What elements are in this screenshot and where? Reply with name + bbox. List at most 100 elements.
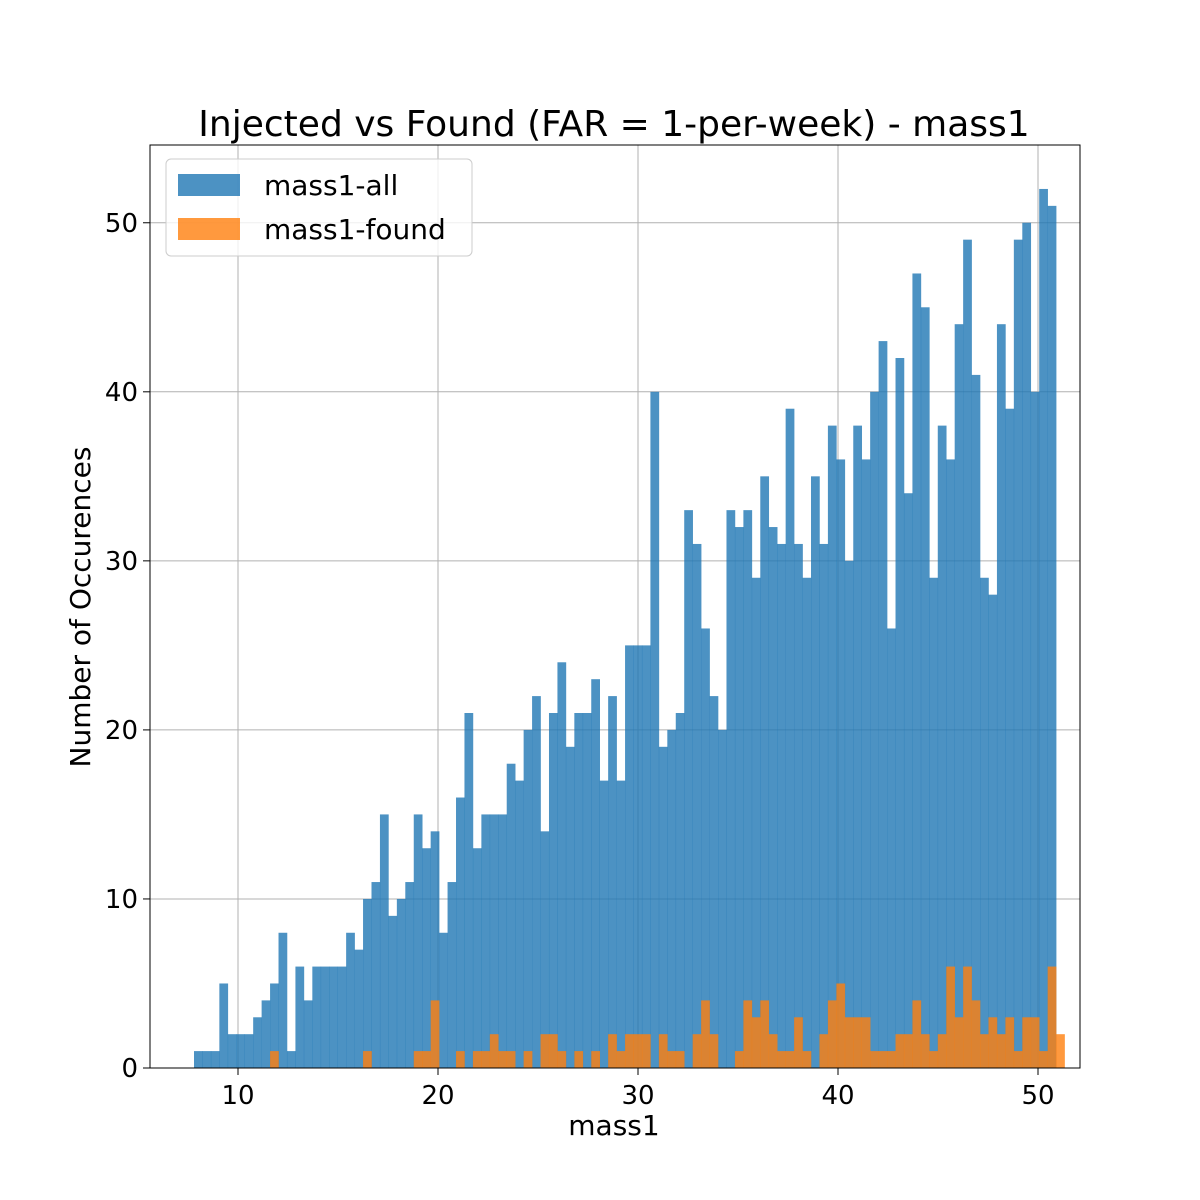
bar-mass1-all (912, 273, 922, 1068)
bar-mass1-found (430, 1000, 440, 1068)
bar-mass1-all (371, 882, 381, 1068)
bar-mass1-all (675, 713, 685, 1068)
y-tick-label: 0 (121, 1054, 138, 1084)
x-axis-label: mass1 (568, 1109, 659, 1142)
series-mass1-all (194, 188, 1057, 1069)
x-tick-label: 30 (621, 1081, 654, 1111)
bar-mass1-all (701, 628, 710, 1068)
series-mass1-found (270, 966, 1065, 1068)
bar-mass1-found (844, 1017, 854, 1068)
x-axis-ticks: 10 20 30 40 50 (221, 1068, 1055, 1111)
y-tick-label: 20 (105, 716, 138, 746)
bar-mass1-found (802, 1051, 812, 1068)
bar-mass1-all (1022, 222, 1032, 1068)
bar-mass1-all (388, 915, 398, 1068)
bar-mass1-all (1030, 391, 1040, 1068)
bar-mass1-all (870, 391, 879, 1068)
bar-mass1-all (439, 932, 448, 1068)
bar-mass1-found (641, 1034, 651, 1068)
bar-mass1-all (1005, 408, 1015, 1068)
bar-mass1-all (726, 510, 736, 1069)
bar-mass1-found (675, 1051, 685, 1068)
bar-mass1-all (996, 324, 1006, 1068)
bar-mass1-found (785, 1051, 795, 1068)
bar-mass1-all (963, 239, 972, 1068)
bar-mass1-all (210, 1051, 220, 1068)
bar-mass1-found (498, 1051, 508, 1068)
bar-mass1-found (768, 1034, 778, 1068)
bar-mass1-all (760, 476, 770, 1068)
bar-mass1-all (853, 425, 863, 1069)
bar-mass1-found (616, 1051, 626, 1068)
bar-mass1-found (920, 1034, 930, 1068)
bar-mass1-all (768, 527, 778, 1068)
bar-mass1-found (870, 1051, 879, 1068)
bar-mass1-found (794, 1017, 803, 1068)
bar-mass1-found (1005, 1017, 1015, 1068)
bar-mass1-all (658, 746, 668, 1068)
bar-mass1-all (405, 882, 415, 1068)
bar-mass1-found (734, 1051, 744, 1068)
bar-mass1-found (878, 1051, 888, 1068)
bar-mass1-all (692, 543, 702, 1068)
x-tick-label: 10 (221, 1081, 254, 1111)
bar-mass1-found (937, 1034, 947, 1068)
bar-mass1-found (980, 1034, 989, 1068)
bar-mass1-all (202, 1051, 212, 1068)
bar-mass1-found (413, 1051, 423, 1068)
bar-mass1-all (650, 391, 660, 1068)
y-tick-label: 30 (105, 547, 138, 577)
bar-mass1-found (1047, 966, 1057, 1068)
bar-mass1-all (540, 831, 550, 1068)
bar-mass1-found (472, 1051, 482, 1068)
bar-mass1-all (591, 679, 600, 1068)
bar-mass1-all (329, 966, 338, 1068)
bar-mass1-found (971, 1000, 981, 1068)
bar-mass1-all (472, 848, 482, 1068)
bar-mass1-all (515, 780, 524, 1068)
bar-mass1-found (540, 1034, 550, 1068)
bar-mass1-found (489, 1034, 499, 1068)
bar-mass1-all (929, 577, 939, 1068)
bar-mass1-found (954, 1017, 964, 1068)
bar-mass1-all (244, 1034, 254, 1068)
bar-mass1-all (261, 1000, 271, 1068)
bar-mass1-all (608, 696, 617, 1068)
bar-mass1-all (625, 645, 634, 1068)
bar-mass1-all (270, 983, 279, 1068)
bar-mass1-all (506, 763, 516, 1068)
bar-mass1-all (887, 628, 896, 1068)
bar-mass1-found (557, 1051, 567, 1068)
bar-mass1-all (861, 459, 871, 1068)
bar-mass1-found (912, 1000, 922, 1068)
bar-mass1-found (963, 966, 972, 1068)
bar-mass1-all (684, 510, 693, 1069)
bar-mass1-found (363, 1051, 372, 1068)
bar-mass1-all (379, 814, 389, 1068)
bar-mass1-all (303, 1000, 313, 1068)
bar-mass1-all (743, 510, 753, 1069)
bar-mass1-found (996, 1034, 1006, 1068)
bar-mass1-found (625, 1034, 634, 1068)
legend-swatch-mass1-found (178, 218, 240, 240)
plot-frame (149, 144, 1081, 1069)
bar-mass1-all (346, 932, 355, 1068)
bar-mass1-all (1039, 188, 1048, 1068)
bar-mass1-all (219, 983, 229, 1068)
bar-mass1-all (802, 577, 812, 1068)
bar-mass1-found (456, 1051, 465, 1068)
bar-mass1-all (1013, 239, 1023, 1068)
bar-mass1-all (895, 358, 905, 1068)
bar-mass1-found (946, 966, 955, 1068)
bar-mass1-found (692, 1034, 702, 1068)
bar-mass1-all (785, 408, 795, 1068)
bar-mass1-all (286, 1051, 296, 1068)
bar-mass1-all (396, 898, 406, 1068)
bar-mass1-all (920, 307, 930, 1068)
bar-mass1-all (532, 696, 541, 1068)
x-tick-label: 20 (421, 1081, 454, 1111)
bar-mass1-found (667, 1051, 677, 1068)
bar-mass1-all (734, 527, 744, 1068)
bar-mass1-all (337, 966, 347, 1068)
